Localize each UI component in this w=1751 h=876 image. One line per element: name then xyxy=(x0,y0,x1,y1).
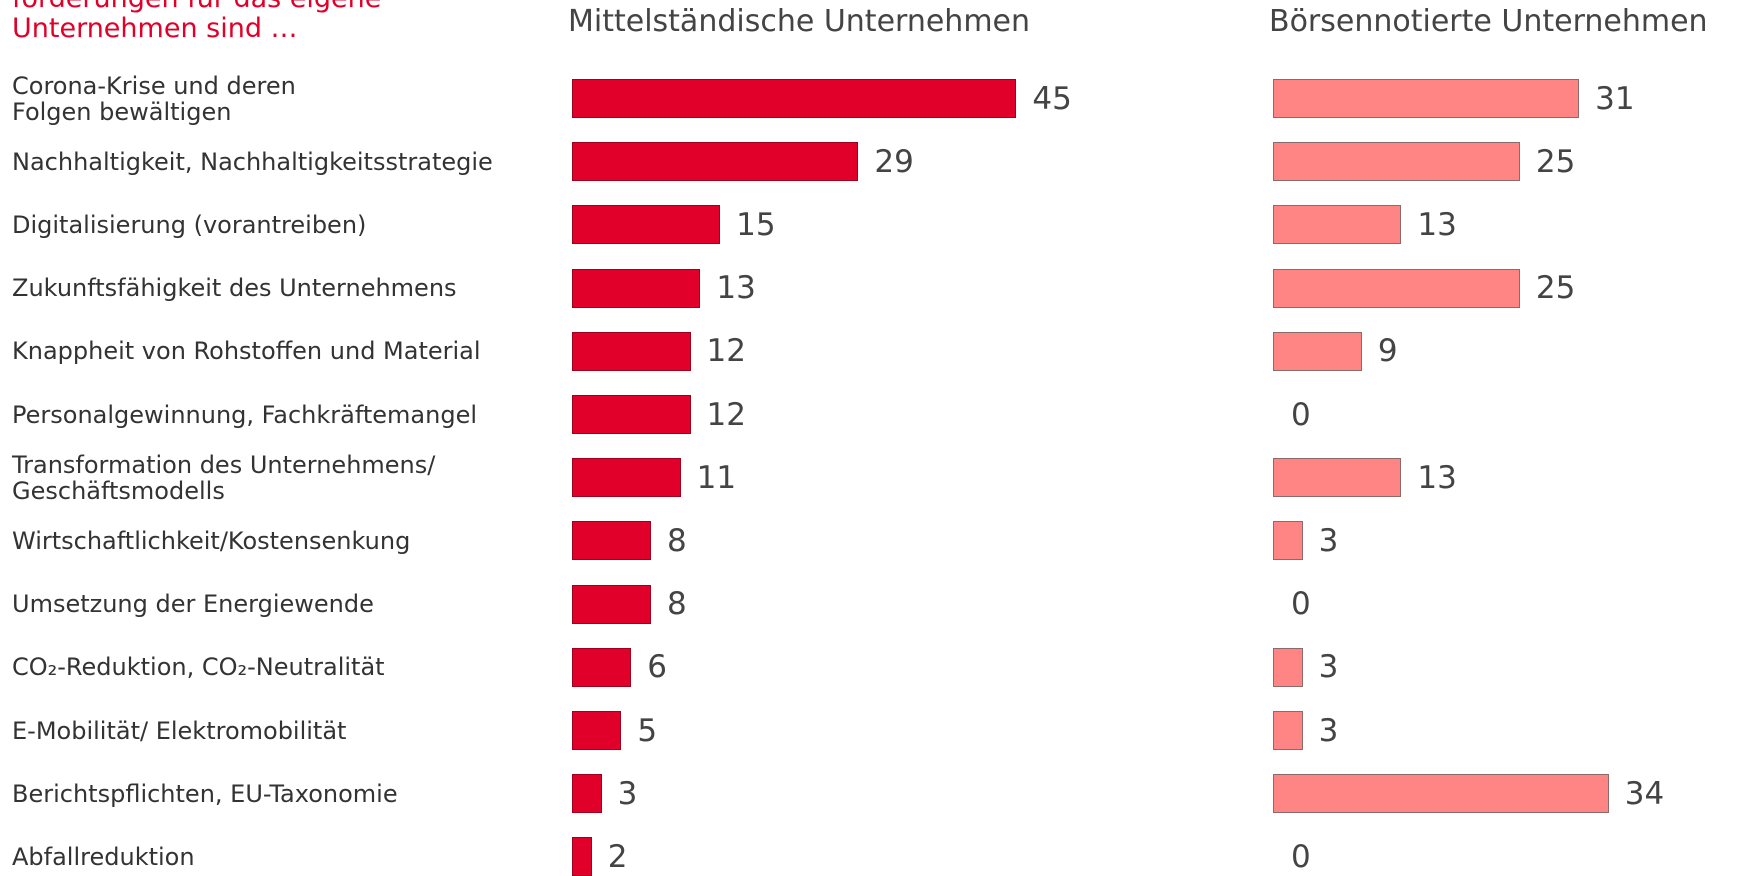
value-label: 5 xyxy=(637,712,658,749)
bar xyxy=(572,774,602,814)
bar xyxy=(572,268,701,308)
category-label: Transformation des Unternehmens/ Geschäf… xyxy=(12,450,436,505)
value-label: 11 xyxy=(696,459,737,496)
bar xyxy=(1273,331,1362,371)
value-label: 0 xyxy=(1291,838,1311,875)
bar xyxy=(1273,521,1303,561)
bar xyxy=(572,331,691,371)
value-label: 3 xyxy=(1318,712,1339,749)
value-label: 0 xyxy=(1291,396,1311,433)
value-label: 6 xyxy=(647,649,667,686)
value-label: 13 xyxy=(1417,459,1457,496)
bar xyxy=(572,142,859,182)
bar xyxy=(1273,774,1609,814)
value-label: 13 xyxy=(716,270,756,307)
bar xyxy=(1273,647,1303,687)
value-label: 0 xyxy=(1291,586,1311,623)
bar xyxy=(572,79,1017,118)
value-label: 9 xyxy=(1377,333,1398,370)
bar xyxy=(572,647,632,687)
bar xyxy=(1273,458,1402,498)
category-label: Zukunftsfähigkeit des Unternehmens xyxy=(12,274,457,303)
value-label: 2 xyxy=(607,838,628,875)
value-label: 3 xyxy=(1318,522,1339,559)
value-label: 12 xyxy=(706,396,746,433)
category-label: Berichtspflichten, EU-Taxonomie xyxy=(12,779,398,808)
value-label: 15 xyxy=(736,206,776,243)
value-label: 25 xyxy=(1535,270,1576,307)
bar xyxy=(572,458,681,498)
bar xyxy=(572,584,651,624)
category-label: Abfallreduktion xyxy=(12,842,195,871)
value-label: 12 xyxy=(706,333,746,370)
category-label: Wirtschaftlichkeit/Kostensenkung xyxy=(12,526,411,555)
bar xyxy=(572,521,651,561)
category-label: Knappheit von Rohstoffen und Material xyxy=(12,337,481,366)
bar xyxy=(1273,142,1520,182)
category-label: E-Mobilität/ Elektromobilität xyxy=(12,716,347,745)
value-label: 25 xyxy=(1535,143,1576,180)
bar xyxy=(572,395,691,434)
value-label: 31 xyxy=(1595,80,1635,117)
category-label: Corona-Krise und deren Folgen bewältigen xyxy=(12,71,296,126)
bar xyxy=(1273,268,1520,308)
bar xyxy=(572,837,592,876)
chart-title: forderungen für das eigene Unternehmen s… xyxy=(12,0,381,44)
category-label: Personalgewinnung, Fachkräftemangel xyxy=(12,400,478,429)
value-label: 13 xyxy=(1417,206,1457,243)
panel-title: Börsennotierte Unternehmen xyxy=(1269,4,1708,39)
bar xyxy=(572,205,721,245)
value-label: 3 xyxy=(1318,649,1339,686)
bar xyxy=(1273,79,1580,118)
value-label: 29 xyxy=(874,143,914,180)
value-label: 45 xyxy=(1032,80,1072,117)
category-label: CO₂-Reduktion, CO₂-Neutralität xyxy=(12,653,385,682)
category-label: Umsetzung der Energiewende xyxy=(12,590,374,619)
value-label: 8 xyxy=(667,522,687,559)
category-label: Digitalisierung (vorantreiben) xyxy=(12,210,367,239)
value-label: 34 xyxy=(1624,775,1665,812)
bar xyxy=(572,711,622,750)
bar xyxy=(1273,205,1402,245)
bar xyxy=(1273,711,1303,750)
panel-title: Mittelständische Unternehmen xyxy=(568,4,1031,39)
value-label: 8 xyxy=(667,586,687,623)
category-label: Nachhaltigkeit, Nachhaltigkeitsstrategie xyxy=(12,147,493,176)
value-label: 3 xyxy=(617,775,638,812)
